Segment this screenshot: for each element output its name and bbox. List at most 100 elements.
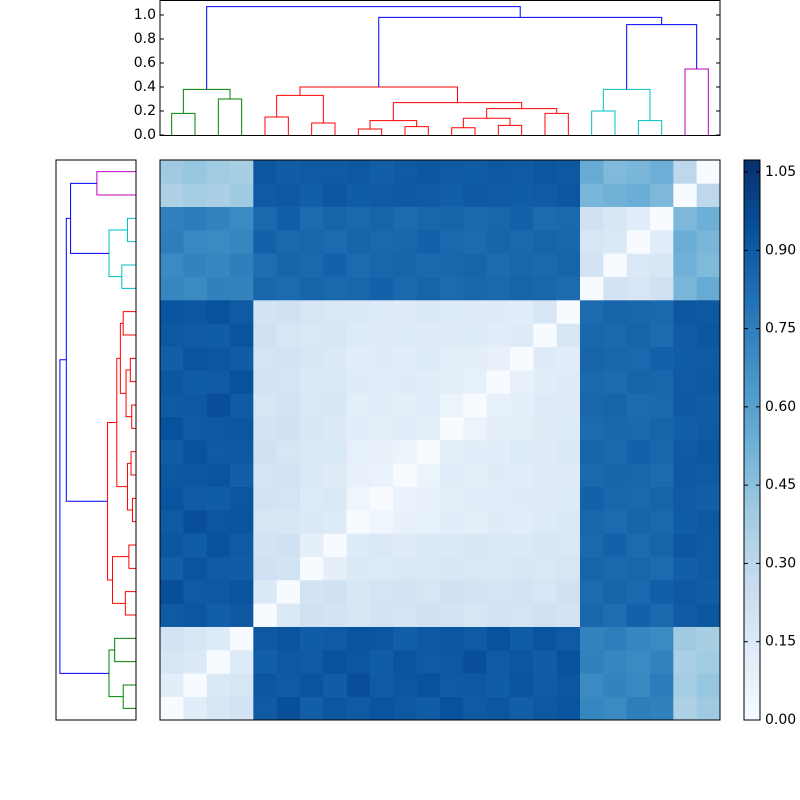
heatmap-cell: [440, 253, 464, 277]
heatmap-cell: [183, 510, 207, 534]
heatmap-cell: [393, 556, 417, 581]
heatmap-cell: [253, 440, 277, 464]
heatmap-cell: [230, 300, 254, 324]
heatmap-cell: [580, 673, 604, 697]
heatmap-cell: [533, 183, 557, 207]
heatmap-cell: [416, 626, 441, 651]
heatmap-cell: [696, 206, 721, 231]
heatmap-cell: [253, 230, 277, 254]
heatmap-cell: [510, 323, 534, 347]
heatmap-cell: [603, 323, 627, 347]
heatmap-cell: [183, 253, 207, 277]
heatmap-cell: [393, 603, 417, 627]
heatmap-cell: [253, 416, 277, 441]
heatmap-cell: [580, 416, 604, 441]
heatmap-cell: [393, 650, 417, 674]
heatmap-cell: [230, 370, 254, 394]
heatmap-cell: [556, 510, 581, 534]
heatmap-cell: [556, 603, 581, 627]
heatmap-cell: [440, 370, 464, 394]
heatmap-cell: [440, 673, 464, 697]
top-dendrogram-link: [182, 88, 231, 114]
heatmap-cell: [486, 393, 511, 417]
left-dendrogram-link: [119, 322, 127, 394]
heatmap-cell: [580, 696, 604, 721]
heatmap-cell: [230, 416, 254, 441]
heatmap-cell: [510, 183, 534, 207]
heatmap-cell: [463, 160, 487, 184]
heatmap-cell: [650, 206, 674, 231]
top-dendrogram-link: [369, 120, 418, 129]
heatmap-cell: [393, 486, 417, 511]
heatmap-cell: [346, 276, 371, 301]
heatmap-cell: [486, 300, 511, 324]
heatmap-cell: [416, 673, 441, 697]
heatmap-cell: [486, 323, 511, 347]
heatmap-cell: [603, 556, 627, 581]
heatmap-cell: [626, 440, 651, 464]
heatmap-cell: [556, 486, 581, 511]
heatmap-cell: [463, 603, 487, 627]
left-dendrogram-link: [108, 229, 128, 278]
top-dendrogram-link: [206, 6, 521, 90]
heatmap-cell: [346, 673, 371, 697]
heatmap-cell: [230, 183, 254, 207]
heatmap-cell: [650, 603, 674, 627]
heatmap-cell: [603, 580, 627, 604]
heatmap-cell: [556, 626, 581, 651]
left-dendrogram-link: [107, 422, 117, 581]
heatmap-cell: [370, 673, 394, 697]
heatmap-cell: [230, 580, 254, 604]
heatmap-cell: [650, 486, 674, 511]
heatmap-cell: [510, 650, 534, 674]
heatmap-cell: [696, 276, 721, 301]
heatmap-cell: [580, 206, 604, 231]
heatmap-cell: [486, 533, 511, 557]
heatmap-cell: [370, 300, 394, 324]
heatmap-cell: [673, 626, 697, 651]
heatmap-cell: [580, 580, 604, 604]
left-dendrogram-link: [130, 451, 136, 476]
heatmap-cell: [510, 346, 534, 371]
heatmap-cell: [626, 673, 651, 697]
heatmap-cell: [603, 463, 627, 487]
heatmap-cell: [556, 556, 581, 581]
heatmap-cell: [673, 696, 697, 721]
heatmap-cell: [696, 253, 721, 277]
heatmap-cell: [486, 650, 511, 674]
heatmap-cell: [323, 440, 347, 464]
heatmap-cell: [253, 533, 277, 557]
y-tick-label: 1.0: [134, 7, 156, 23]
heatmap-cell: [650, 696, 674, 721]
heatmap-cell: [533, 603, 557, 627]
heatmap-cell: [463, 650, 487, 674]
heatmap-cell: [626, 393, 651, 417]
heatmap-cell: [696, 673, 721, 697]
heatmap-cell: [276, 370, 301, 394]
heatmap-cell: [580, 603, 604, 627]
heatmap-cell: [673, 486, 697, 511]
heatmap-cell: [580, 393, 604, 417]
heatmap-cell: [463, 580, 487, 604]
heatmap-cell: [486, 556, 511, 581]
heatmap-cell: [393, 230, 417, 254]
heatmap-cell: [370, 416, 394, 441]
heatmap-cell: [183, 580, 207, 604]
left-dendrogram-link: [121, 264, 136, 289]
heatmap-cell: [486, 346, 511, 371]
heatmap-cell: [603, 440, 627, 464]
heatmap-cell: [603, 346, 627, 371]
top-dendrogram-link: [217, 98, 243, 135]
heatmap-cell: [300, 510, 324, 534]
heatmap-cell: [556, 346, 581, 371]
heatmap-cell: [440, 276, 464, 301]
heatmap-cell: [696, 533, 721, 557]
heatmap-cell: [580, 510, 604, 534]
heatmap-cell: [183, 626, 207, 651]
heatmap-cell: [580, 556, 604, 581]
heatmap-cell: [416, 650, 441, 674]
heatmap-cell: [556, 463, 581, 487]
heatmap-cell: [160, 486, 184, 511]
heatmap-cell: [696, 626, 721, 651]
heatmap-cell: [230, 603, 254, 627]
